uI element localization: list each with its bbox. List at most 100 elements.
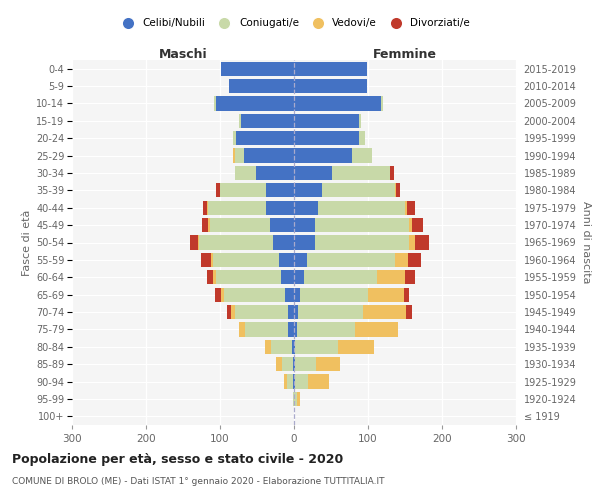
Bar <box>216 96 294 110</box>
Bar <box>294 236 315 250</box>
Bar <box>317 200 405 215</box>
Bar <box>285 288 294 302</box>
Bar <box>295 340 338 354</box>
Bar <box>233 131 236 146</box>
Bar <box>294 183 322 198</box>
Bar <box>294 340 295 354</box>
Bar <box>307 253 395 267</box>
Bar <box>235 148 244 162</box>
Bar <box>405 270 415 284</box>
Y-axis label: Fasce di età: Fasce di età <box>22 210 32 276</box>
Bar <box>338 340 374 354</box>
Bar <box>190 236 198 250</box>
Bar <box>284 374 287 388</box>
Bar <box>315 218 409 232</box>
Bar <box>409 236 415 250</box>
Bar <box>407 200 415 215</box>
Bar <box>395 183 396 198</box>
Bar <box>215 288 221 302</box>
Bar <box>304 270 377 284</box>
Bar <box>214 270 215 284</box>
Bar <box>294 218 315 232</box>
Bar <box>239 322 245 336</box>
Bar <box>235 305 288 319</box>
Bar <box>203 200 206 215</box>
Text: Maschi: Maschi <box>158 48 208 61</box>
Bar <box>224 288 285 302</box>
Bar <box>294 148 352 162</box>
Bar <box>359 114 361 128</box>
Bar <box>214 96 216 110</box>
Bar <box>217 183 220 198</box>
Bar <box>390 166 394 180</box>
Bar <box>294 114 359 128</box>
Bar <box>211 253 212 267</box>
Bar <box>199 236 273 250</box>
Bar <box>288 305 294 319</box>
Bar <box>229 79 294 93</box>
Bar <box>276 357 282 372</box>
Bar <box>236 131 294 146</box>
Bar <box>404 288 409 302</box>
Bar <box>292 340 294 354</box>
Bar <box>300 288 368 302</box>
Bar <box>293 357 294 372</box>
Bar <box>198 236 199 250</box>
Bar <box>221 62 294 76</box>
Bar <box>265 340 271 354</box>
Bar <box>245 322 288 336</box>
Bar <box>294 270 304 284</box>
Bar <box>297 392 300 406</box>
Bar <box>294 305 298 319</box>
Bar <box>239 114 241 128</box>
Bar <box>208 218 209 232</box>
Bar <box>395 253 408 267</box>
Text: Femmine: Femmine <box>373 48 437 61</box>
Bar <box>408 253 421 267</box>
Bar <box>282 357 293 372</box>
Bar <box>244 148 294 162</box>
Bar <box>295 357 316 372</box>
Bar <box>315 236 409 250</box>
Bar <box>405 200 407 215</box>
Bar <box>208 270 214 284</box>
Bar <box>294 96 382 110</box>
Bar <box>287 374 293 388</box>
Bar <box>271 218 294 232</box>
Bar <box>209 218 271 232</box>
Bar <box>294 131 359 146</box>
Bar <box>279 253 294 267</box>
Bar <box>201 253 211 267</box>
Bar <box>215 270 281 284</box>
Bar <box>377 270 405 284</box>
Bar <box>294 79 367 93</box>
Text: Popolazione per età, sesso e stato civile - 2020: Popolazione per età, sesso e stato civil… <box>12 452 343 466</box>
Bar <box>266 200 294 215</box>
Bar <box>293 374 294 388</box>
Bar <box>231 305 235 319</box>
Bar <box>235 166 256 180</box>
Bar <box>220 183 266 198</box>
Y-axis label: Anni di nascita: Anni di nascita <box>581 201 590 284</box>
Text: COMUNE DI BROLO (ME) - Dati ISTAT 1° gennaio 2020 - Elaborazione TUTTITALIA.IT: COMUNE DI BROLO (ME) - Dati ISTAT 1° gen… <box>12 478 385 486</box>
Bar <box>281 270 294 284</box>
Bar <box>256 166 294 180</box>
Bar <box>332 166 390 180</box>
Bar <box>202 218 208 232</box>
Bar <box>294 322 297 336</box>
Bar <box>368 288 404 302</box>
Bar <box>294 62 367 76</box>
Bar <box>409 218 412 232</box>
Bar <box>233 148 235 162</box>
Bar <box>363 305 406 319</box>
Bar <box>294 200 317 215</box>
Bar <box>208 200 266 215</box>
Bar <box>406 305 412 319</box>
Bar <box>266 183 294 198</box>
Bar <box>359 131 365 146</box>
Bar <box>308 374 329 388</box>
Bar <box>322 183 395 198</box>
Bar <box>294 166 332 180</box>
Bar <box>382 96 383 110</box>
Bar <box>293 392 294 406</box>
